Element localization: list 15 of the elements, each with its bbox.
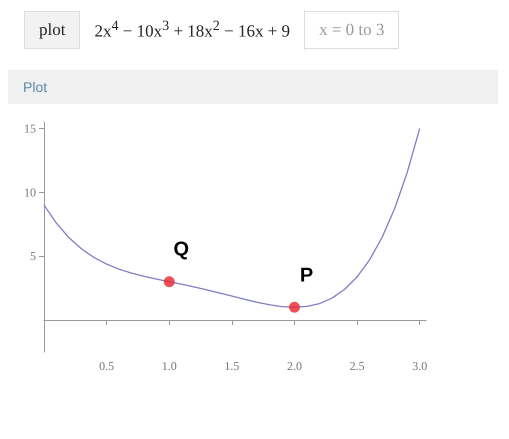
x-tick-label: 2.5 bbox=[350, 359, 365, 373]
text: 2x$^{4}$ − 10x$^{3}$ + 18x$^{2}$ − 16x + 9 bbox=[80, 10, 306, 50]
y-tick-label: 10 bbox=[24, 185, 36, 200]
x-tick-label: 3.0 bbox=[412, 359, 428, 373]
y-tick-label: 5 bbox=[30, 249, 36, 264]
chart-title: Plot bbox=[8, 70, 498, 104]
text: x = 0 to 3 bbox=[305, 12, 398, 48]
x-tick-label: 0.5 bbox=[99, 359, 114, 373]
x-tick-label: 1.0 bbox=[162, 359, 177, 373]
x-tick-label: 1.5 bbox=[224, 359, 240, 373]
y-tick-label: 15 bbox=[24, 121, 36, 136]
x-tick-label: 2.0 bbox=[286, 359, 302, 373]
annotation: Q bbox=[173, 238, 190, 261]
text: plot bbox=[25, 12, 80, 48]
annotation: P bbox=[300, 264, 314, 286]
